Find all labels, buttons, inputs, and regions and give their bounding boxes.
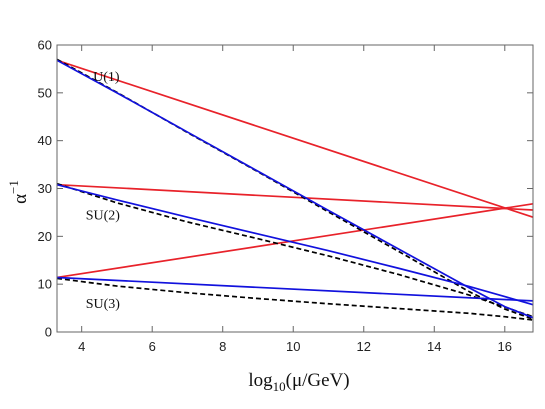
x-tick-label: 12 (357, 339, 371, 354)
y-tick-label: 10 (38, 277, 52, 292)
x-tick-label: 14 (427, 339, 441, 354)
y-tick-label: 60 (38, 38, 52, 53)
series-line-9 (56, 276, 534, 302)
series-layer (56, 58, 534, 321)
y-tick-label: 20 (38, 229, 52, 244)
y-axis-title-base: α (10, 194, 31, 204)
plot-frame (56, 44, 534, 333)
x-axis-title-rest: (μ/GeV) (286, 370, 350, 391)
y-tick-label: 50 (38, 85, 52, 100)
x-axis-title: log10(μ/GeV) (248, 370, 349, 394)
series-line-1 (56, 59, 534, 219)
y-tick-label: 30 (38, 181, 52, 196)
x-tick-label: 4 (78, 339, 85, 354)
x-tick-label: 16 (498, 339, 512, 354)
x-tick-label: 6 (149, 339, 156, 354)
x-axis-title-sub: 10 (273, 379, 286, 394)
y-tick-label: 40 (38, 133, 52, 148)
y-tick-label: 0 (45, 325, 52, 340)
x-tick-label: 8 (219, 339, 226, 354)
series-line-7 (56, 59, 534, 319)
series-line-2 (56, 183, 534, 211)
series-line-6 (56, 277, 534, 321)
x-tick-label: 10 (286, 339, 300, 354)
series-annotation: SU(3) (86, 297, 121, 312)
series-line-5 (56, 182, 534, 318)
ticks-layer: 4 6 8 10 12 14 16 0 10 20 30 40 50 60 (38, 38, 533, 354)
y-axis-title-sup: −1 (6, 180, 21, 194)
x-axis-title-base: log (248, 370, 273, 391)
series-annotation: SU(2) (86, 209, 121, 224)
series-annotation: U(1) (93, 70, 120, 85)
y-axis-title: α−1 (6, 180, 31, 204)
series-line-8 (56, 183, 534, 306)
series-line-3 (56, 202, 534, 279)
labels-layer: U(1) SU(2) SU(3) (86, 70, 121, 312)
